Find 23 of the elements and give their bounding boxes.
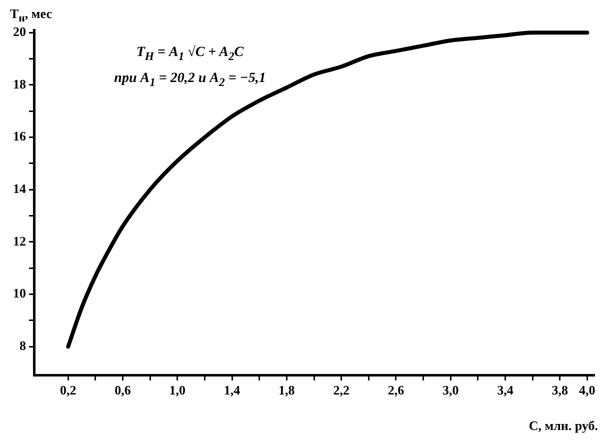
y-tick-label: 18 [13,76,26,92]
x-tick-label: 2,2 [333,382,350,398]
x-tick-label: 2,6 [388,382,405,398]
annotation: при A$_{1}$ = 20,2 и A$_{2}$ = −5,1 [113,70,267,91]
y-tick-label: 10 [13,286,26,301]
y-tick-label: 8 [20,338,26,353]
x-axis-title: C, млн. руб. [528,418,598,434]
x-tick-label: 3,8 [552,382,568,398]
y-tick-label: 20 [13,24,26,39]
x-tick-label: 3,4 [497,382,514,398]
x-tick-label: 1,8 [278,382,296,398]
y-tick-label: 14 [13,180,26,196]
y-axis-title: T$_{н}$, мес [10,6,52,25]
y-tick-label: 16 [13,128,26,144]
x-tick-label: 0,6 [114,382,132,398]
line-series [66,30,590,349]
x-tick-label: 0,2 [60,382,76,398]
annotation: T$_{Н}$ = A$_{1}$ √C + A$_{2}$C [135,44,245,65]
x-tick-label: 1,0 [169,382,186,398]
x-tick-label: 3,0 [442,382,459,398]
x-tick-label: 1,4 [224,382,241,398]
x-tick-label: 4,0 [579,382,596,398]
y-tick-label: 12 [13,233,26,248]
